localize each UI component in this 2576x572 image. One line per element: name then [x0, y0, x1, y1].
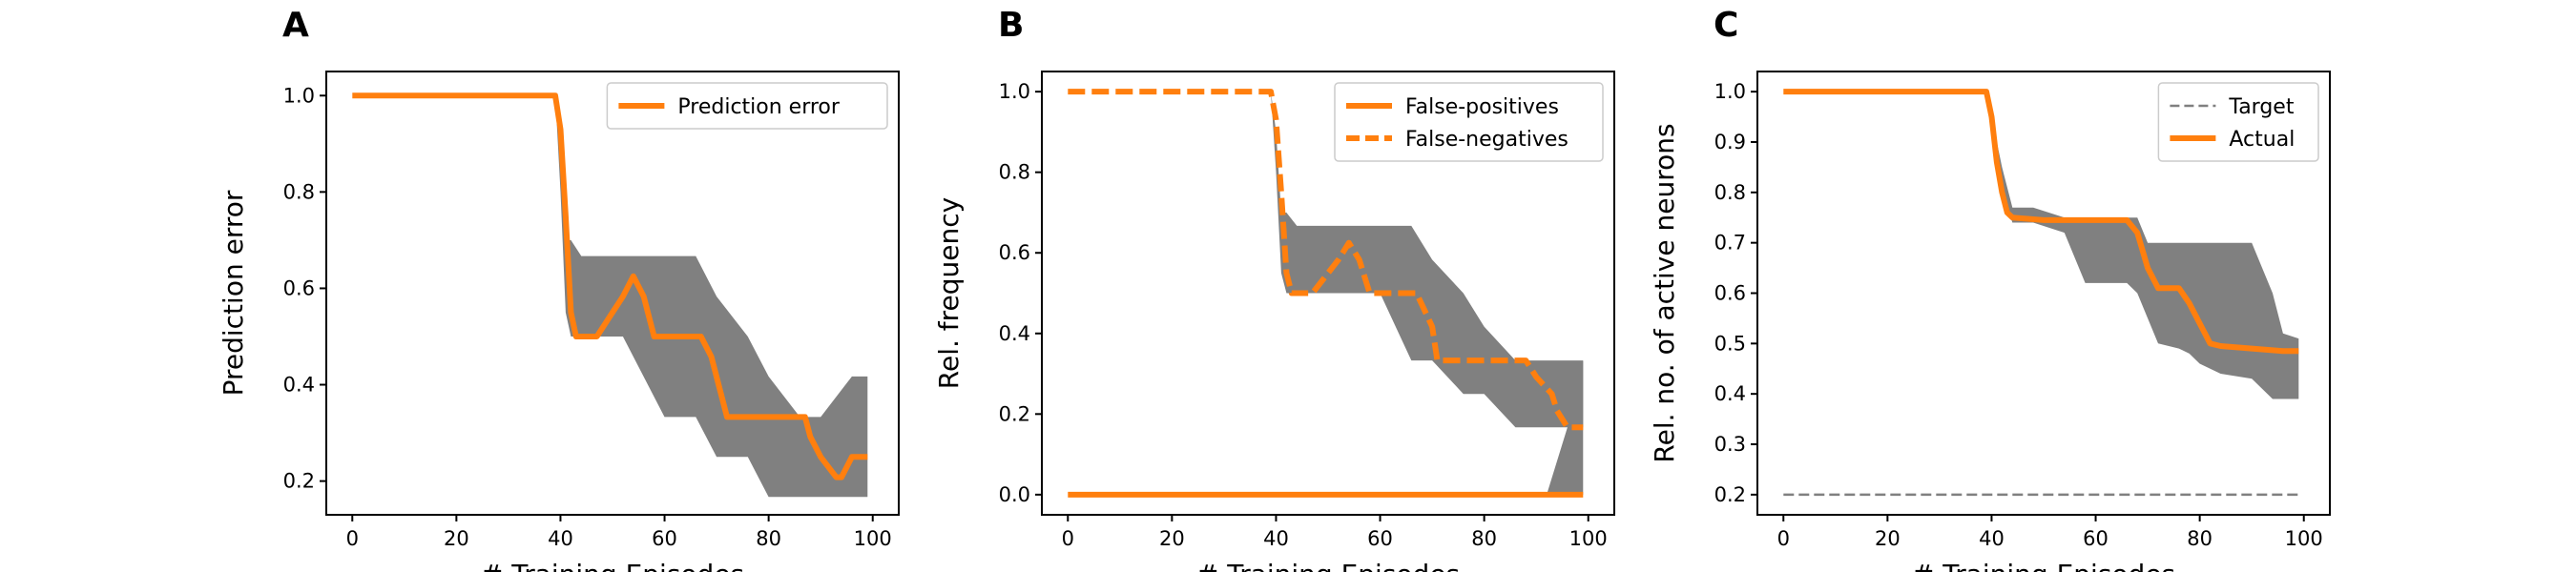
chart-a-ylabel: Prediction error: [218, 190, 249, 396]
chart-b-axes-frame: [1041, 71, 1615, 516]
chart-c-xtick-label-4: 80: [2187, 527, 2212, 550]
chart-b-legend: False-positives False-negatives: [1334, 82, 1604, 162]
chart-c-ytick-label-8: 1.0: [1714, 80, 1746, 103]
chart-b-panel-letter: B: [998, 6, 1024, 45]
chart-b-legend-box: [1334, 82, 1604, 162]
chart-a-std-band: [352, 95, 868, 498]
chart-a-ytick-label-3: 0.8: [283, 180, 315, 203]
chart-c-xtick-label-3: 60: [2083, 527, 2109, 550]
chart-a-panel-letter: A: [282, 6, 309, 45]
chart-c-xlabel: # Training Episodes: [1912, 559, 2175, 572]
chart-a-legend: Prediction error: [606, 82, 888, 130]
chart-c-ytick-label-6: 0.8: [1714, 181, 1746, 204]
chart-a-legend-box: [606, 82, 888, 130]
chart-b: B 0 20 40 60 80 100 0.0 0.2 0.4 0.6 0.8 1.0 # Trainin…: [933, 6, 1615, 572]
chart-b-legend-label-0: False-positives: [1405, 95, 1559, 119]
chart-c-ytick-label-5: 0.7: [1714, 232, 1746, 255]
chart-a-ytick-label-1: 0.4: [283, 374, 315, 397]
chart-a-axes-frame: [325, 71, 900, 516]
chart-c-xtick-label-5: 100: [2285, 527, 2323, 550]
chart-b-xtick-label-3: 60: [1367, 527, 1393, 550]
chart-c-legend: Target Actual: [2157, 82, 2319, 162]
chart-b-xtick-label-5: 100: [1569, 527, 1608, 550]
chart-c-ytick-label-4: 0.6: [1714, 282, 1746, 305]
chart-c-std-band: [1783, 92, 2299, 399]
chart-b-ytick-label-4: 0.8: [999, 161, 1030, 184]
chart-b-ytick-label-0: 0.0: [999, 483, 1030, 506]
chart-b-series-1-line: [1068, 89, 1584, 431]
chart-a-legend-label-0: Prediction error: [677, 95, 840, 119]
chart-b-std-band: [1068, 92, 1584, 428]
chart-a-ytick-label-4: 1.0: [283, 84, 315, 107]
chart-c-panel-letter: C: [1714, 6, 1738, 45]
chart-a: A 0 20 40 60 80 100 0.2 0.4 0.6 0.8 1.0 # Training E…: [218, 6, 900, 572]
chart-c-ytick-label-0: 0.2: [1714, 483, 1746, 506]
chart-a-xtick-label-2: 40: [548, 527, 573, 550]
chart-a-xtick-label-0: 0: [346, 527, 359, 550]
chart-a-ytick-label-0: 0.2: [283, 470, 315, 493]
chart-a-xtick-label-1: 20: [444, 527, 469, 550]
chart-c-legend-label-1: Actual: [2229, 128, 2295, 152]
chart-b-xtick-label-2: 40: [1263, 527, 1289, 550]
chart-c-xtick-label-1: 20: [1875, 527, 1901, 550]
chart-c-series-1-line: [1783, 89, 2299, 355]
chart-c-ytick-label-2: 0.4: [1714, 382, 1746, 405]
chart-c-ytick-label-3: 0.5: [1714, 332, 1746, 355]
chart-b-std-band-2: [1536, 360, 1584, 495]
chart-c-xtick-label-0: 0: [1777, 527, 1790, 550]
chart-a-xtick-label-5: 100: [854, 527, 892, 550]
chart-b-ytick-label-3: 0.6: [999, 241, 1030, 264]
chart-c-legend-box: [2157, 82, 2319, 162]
chart-b-xtick-label-1: 20: [1159, 527, 1185, 550]
chart-b-xlabel: # Training Episodes: [1196, 559, 1460, 572]
chart-a-xtick-label-3: 60: [652, 527, 677, 550]
chart-b-ytick-label-5: 1.0: [999, 80, 1030, 103]
chart-a-series-0-line: [352, 92, 868, 480]
chart-c-ylabel: Rel. no. of active neurons: [1649, 123, 1680, 462]
chart-c: C 0 20 40 60 80 100 0.2 0.3 0.4 0.5 0.6 0.7 0.8 0.9 1.0…: [1649, 6, 2331, 572]
chart-b-legend-label-1: False-negatives: [1405, 128, 1568, 152]
chart-c-legend-label-0: Target: [2228, 95, 2294, 119]
chart-c-xtick-label-2: 40: [1979, 527, 2005, 550]
chart-b-ytick-label-2: 0.4: [999, 322, 1030, 345]
chart-b-ytick-label-1: 0.2: [999, 402, 1030, 425]
chart-a-xlabel: # Training Episodes: [481, 559, 744, 572]
chart-c-ytick-label-7: 0.9: [1714, 131, 1746, 153]
chart-c-ytick-label-1: 0.3: [1714, 433, 1746, 456]
chart-a-ytick-label-2: 0.6: [283, 276, 315, 299]
chart-b-xtick-label-4: 80: [1471, 527, 1497, 550]
chart-a-xtick-label-4: 80: [756, 527, 781, 550]
chart-b-ylabel: Rel. frequency: [933, 197, 965, 389]
chart-b-xtick-label-0: 0: [1062, 527, 1074, 550]
